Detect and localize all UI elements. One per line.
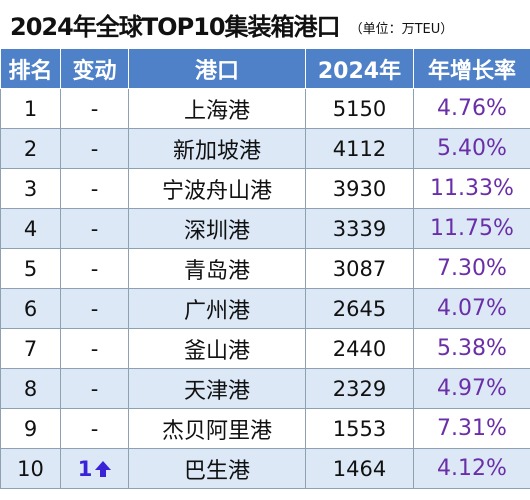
column-header-port: 港口	[128, 48, 306, 89]
volume-cell: 3930	[305, 168, 414, 209]
rank-cell: 2	[0, 128, 61, 169]
port-cell: 深圳港	[128, 208, 306, 249]
table-row: 10 1 巴生港 1464 4.12%	[0, 448, 530, 489]
change-cell: -	[60, 168, 129, 209]
up-arrow-icon	[95, 461, 112, 477]
change-cell: -	[60, 128, 129, 169]
table-row: 7 - 釜山港 2440 5.38%	[0, 328, 530, 369]
port-cell: 釜山港	[128, 328, 306, 369]
volume-cell: 3087	[305, 248, 414, 289]
change-cell: 1	[60, 448, 129, 489]
change-cell: -	[60, 208, 129, 249]
volume-cell: 1464	[305, 448, 414, 489]
page-title: 2024年全球TOP10集装箱港口	[10, 12, 341, 41]
rank-cell: 7	[0, 328, 61, 369]
rank-cell: 4	[0, 208, 61, 249]
column-header-growth: 年增长率	[413, 48, 530, 89]
change-value: 1	[77, 456, 93, 481]
port-cell: 杰贝阿里港	[128, 408, 306, 449]
volume-cell: 5150	[305, 88, 414, 129]
port-cell: 巴生港	[128, 448, 306, 489]
volume-cell: 4112	[305, 128, 414, 169]
unit-note: （单位：万TEU）	[349, 21, 454, 37]
table-row: 4 - 深圳港 3339 11.75%	[0, 208, 530, 249]
change-cell: -	[60, 88, 129, 129]
table-row: 8 - 天津港 2329 4.97%	[0, 368, 530, 409]
volume-cell: 2440	[305, 328, 414, 369]
table-row: 5 - 青岛港 3087 7.30%	[0, 248, 530, 289]
growth-cell: 4.12%	[413, 448, 530, 489]
port-cell: 天津港	[128, 368, 306, 409]
volume-cell: 2329	[305, 368, 414, 409]
volume-cell: 3339	[305, 208, 414, 249]
table-row: 2 - 新加坡港 4112 5.40%	[0, 128, 530, 169]
change-cell: -	[60, 368, 129, 409]
table-row: 3 - 宁波舟山港 3930 11.33%	[0, 168, 530, 209]
change-cell: -	[60, 328, 129, 369]
growth-cell: 5.40%	[413, 128, 530, 169]
change-cell: -	[60, 288, 129, 329]
rank-cell: 9	[0, 408, 61, 449]
change-cell: -	[60, 248, 129, 289]
growth-cell: 4.07%	[413, 288, 530, 329]
growth-cell: 4.76%	[413, 88, 530, 129]
port-cell: 宁波舟山港	[128, 168, 306, 209]
port-ranking-table: 排名 变动 港口 2024年 年增长率 1 - 上海港 5150 4.76% 2…	[0, 48, 530, 489]
rank-cell: 3	[0, 168, 61, 209]
rank-cell: 1	[0, 88, 61, 129]
growth-cell: 5.38%	[413, 328, 530, 369]
volume-cell: 1553	[305, 408, 414, 449]
rank-cell: 8	[0, 368, 61, 409]
port-cell: 新加坡港	[128, 128, 306, 169]
rank-cell: 6	[0, 288, 61, 329]
column-header-rank: 排名	[0, 48, 61, 89]
table-row: 6 - 广州港 2645 4.07%	[0, 288, 530, 329]
title-bar: 2024年全球TOP10集装箱港口 （单位：万TEU）	[0, 0, 530, 48]
growth-cell: 11.33%	[413, 168, 530, 209]
table-header-row: 排名 变动 港口 2024年 年增长率	[0, 48, 530, 89]
growth-cell: 11.75%	[413, 208, 530, 249]
volume-cell: 2645	[305, 288, 414, 329]
growth-cell: 4.97%	[413, 368, 530, 409]
rank-cell: 5	[0, 248, 61, 289]
table-row: 9 - 杰贝阿里港 1553 7.31%	[0, 408, 530, 449]
change-cell: -	[60, 408, 129, 449]
port-cell: 上海港	[128, 88, 306, 129]
table-row: 1 - 上海港 5150 4.76%	[0, 88, 530, 129]
column-header-volume: 2024年	[305, 48, 414, 89]
growth-cell: 7.31%	[413, 408, 530, 449]
rank-cell: 10	[0, 448, 61, 489]
growth-cell: 7.30%	[413, 248, 530, 289]
column-header-change: 变动	[60, 48, 129, 89]
port-cell: 青岛港	[128, 248, 306, 289]
port-cell: 广州港	[128, 288, 306, 329]
